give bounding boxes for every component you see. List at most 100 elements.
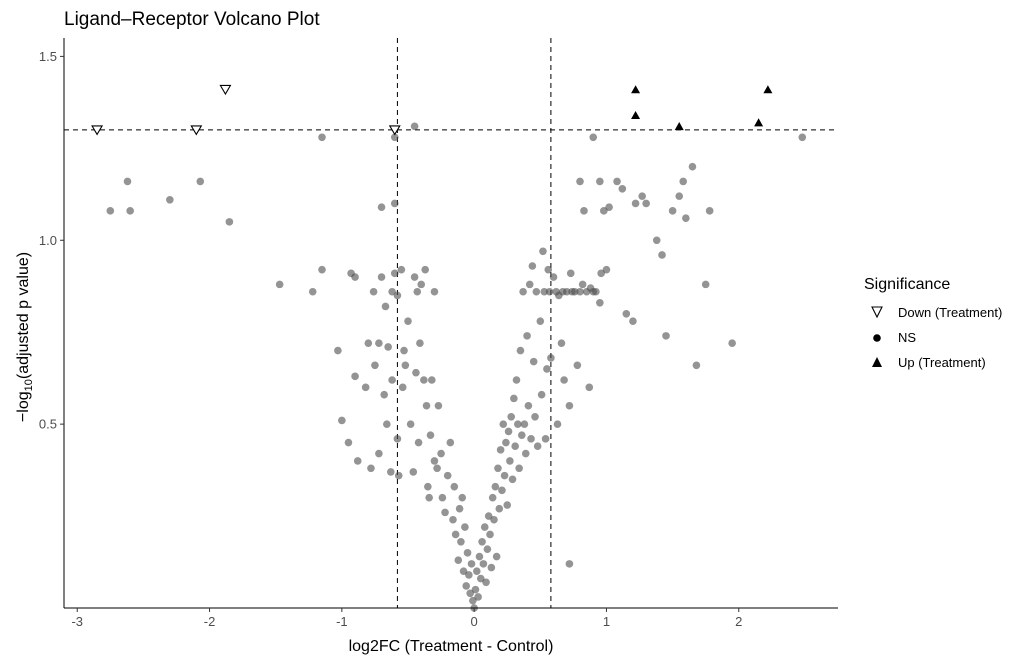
ns-point — [503, 501, 512, 509]
threshold-lines — [64, 38, 838, 608]
ns-point — [401, 361, 410, 370]
ns-point — [511, 442, 519, 450]
ns-point — [543, 365, 551, 373]
up-point — [631, 110, 641, 120]
legend-ns-circle-icon — [873, 334, 881, 342]
ns-point — [369, 287, 378, 296]
ns-point — [658, 251, 666, 259]
ns-point — [519, 287, 527, 296]
x-tick-label: -2 — [204, 614, 216, 629]
ns-point — [420, 376, 428, 384]
ns-point — [387, 468, 395, 476]
ns-point — [361, 383, 370, 392]
ns-point — [547, 354, 555, 362]
ns-point — [351, 273, 359, 281]
ns-point — [367, 464, 375, 473]
ns-point — [478, 538, 486, 546]
ns-point — [597, 269, 605, 278]
ns-point — [613, 177, 621, 186]
up-point — [674, 121, 684, 131]
ns-point — [553, 420, 562, 428]
ns-point — [406, 420, 415, 428]
ns-point — [523, 332, 531, 340]
ns-point — [449, 515, 457, 524]
ns-point — [364, 339, 373, 348]
ns-point — [428, 376, 436, 384]
ns-point — [441, 508, 449, 517]
ns-point — [394, 471, 403, 480]
ns-point — [618, 184, 627, 193]
ns-point — [437, 449, 445, 458]
ns-point — [585, 383, 594, 392]
ns-point — [539, 247, 547, 256]
ns-point — [398, 383, 407, 392]
ns-point — [688, 162, 697, 171]
ns-point — [600, 207, 608, 215]
ns-point — [483, 545, 492, 553]
y-axis-title-suffix: (adjusted p value) — [15, 252, 32, 379]
ns-point — [492, 552, 501, 561]
ns-point — [459, 567, 468, 576]
up-point — [763, 85, 773, 94]
ns-point — [463, 549, 472, 557]
ns-point — [344, 438, 353, 447]
ns-point — [397, 265, 406, 274]
ns-point — [631, 199, 640, 208]
ns-point — [514, 420, 522, 428]
legend-item-down: Down (Treatment) — [871, 305, 1002, 320]
x-tick-label: -1 — [336, 614, 348, 629]
ns-point — [465, 571, 473, 579]
ns-point — [410, 273, 419, 281]
legend-up-triangle-icon — [872, 357, 882, 367]
ns-point — [338, 416, 346, 425]
ns-point — [454, 556, 463, 564]
ns-point — [536, 317, 545, 325]
ns-point — [557, 339, 566, 348]
ns-point — [424, 482, 432, 491]
ns-point — [430, 457, 439, 465]
ns-point — [494, 464, 502, 473]
ns-point — [728, 339, 736, 348]
ns-point — [318, 265, 326, 274]
legend-label-up: Up (Treatment) — [898, 355, 986, 370]
ns-point — [412, 368, 420, 377]
ns-point — [450, 482, 459, 491]
ns-point — [622, 310, 631, 318]
x-tick-label: 2 — [735, 614, 742, 629]
ns-point — [580, 207, 588, 215]
up-point — [631, 85, 641, 94]
data-points — [91, 84, 807, 612]
chart-title: Ligand–Receptor Volcano Plot — [64, 9, 320, 30]
ns-point — [225, 218, 234, 226]
ns-point — [531, 412, 539, 421]
ns-point — [596, 177, 604, 186]
ns-point — [482, 578, 490, 587]
ns-point — [512, 376, 521, 384]
ns-point — [455, 504, 464, 513]
ns-point — [390, 269, 399, 278]
ns-point — [384, 343, 392, 351]
ns-point — [426, 431, 435, 439]
ns-point — [490, 515, 498, 524]
ns-point — [409, 468, 418, 476]
ns-point — [413, 287, 422, 296]
ns-point — [196, 177, 205, 186]
ns-point — [451, 530, 460, 539]
ns-point — [507, 412, 515, 421]
ns-point — [467, 560, 476, 568]
ns-point — [545, 287, 554, 296]
x-axis-title: log2FC (Treatment - Control) — [349, 638, 554, 655]
ns-point — [532, 287, 541, 296]
ns-point — [377, 273, 386, 281]
ns-point — [701, 280, 710, 289]
ns-point — [275, 280, 284, 289]
ns-point — [486, 530, 494, 539]
plot-area — [64, 38, 838, 612]
y-ticks: 0.5 1.0 1.5 — [39, 49, 64, 432]
ns-point — [705, 207, 714, 215]
ns-point — [462, 582, 471, 590]
ns-point — [562, 287, 571, 296]
ns-point — [638, 192, 646, 200]
ns-point — [126, 207, 134, 215]
